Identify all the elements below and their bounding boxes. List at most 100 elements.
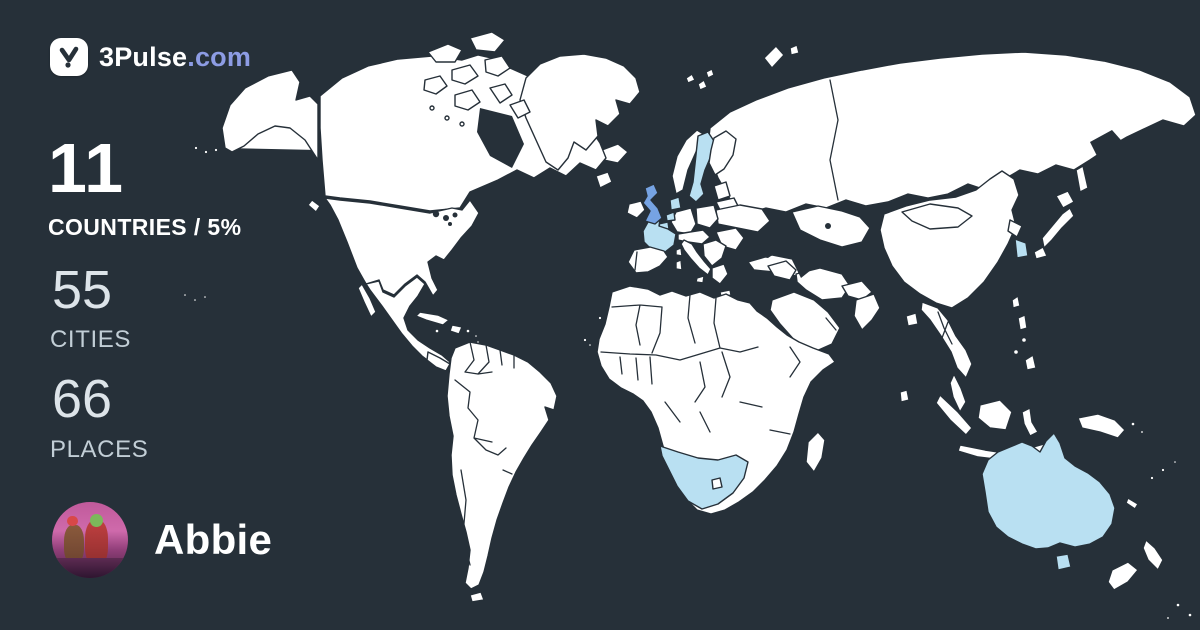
region-central-america — [426, 351, 451, 372]
avatar[interactable] — [52, 502, 128, 578]
landmass — [829, 79, 839, 201]
landmass — [937, 311, 953, 345]
landmass — [203, 149, 209, 155]
country-cuba — [415, 311, 450, 326]
country-denmark — [669, 196, 682, 211]
landmass — [825, 223, 831, 229]
region-tasmania — [1055, 553, 1072, 571]
south-america-mainland — [446, 341, 558, 590]
country-north-korea — [1007, 219, 1023, 238]
water-overlays — [432, 108, 1128, 278]
landmass — [587, 342, 593, 348]
avatar-figure-right — [85, 520, 109, 566]
landmass — [473, 333, 479, 339]
black-sea — [744, 243, 780, 258]
country-pakistan — [853, 293, 881, 331]
country-italy — [680, 239, 712, 276]
landmass — [454, 89, 481, 111]
landmass — [489, 83, 513, 104]
landmass — [949, 373, 967, 413]
logo[interactable]: 3Pulse.com — [50, 38, 251, 76]
landmass — [427, 43, 463, 63]
country-united-kingdom — [642, 183, 663, 225]
countries-count: 11 — [48, 129, 124, 207]
grinch-face-shape — [90, 514, 103, 528]
user-name: Abbie — [154, 516, 273, 563]
country-lesotho — [711, 477, 723, 490]
santa-hat-shape — [67, 515, 78, 527]
landmass — [432, 210, 440, 218]
landmass — [1175, 602, 1181, 608]
landmass — [221, 69, 319, 161]
landmass — [1012, 348, 1020, 356]
continent-africa — [582, 285, 836, 515]
country-madagascar — [805, 431, 826, 473]
continent-south-america — [446, 341, 558, 603]
hudson-bay — [477, 108, 524, 168]
country-china — [879, 170, 1020, 309]
country-iran — [795, 267, 851, 301]
places-label: PLACES — [50, 436, 149, 463]
avatar-figure-left — [64, 524, 84, 565]
landmass — [595, 171, 613, 189]
landmass — [705, 68, 715, 79]
landmass — [634, 251, 638, 271]
landmass — [675, 247, 683, 257]
landmass — [451, 64, 479, 85]
country-south-africa — [659, 445, 749, 510]
landmass — [307, 199, 321, 213]
country-ukraine — [715, 204, 771, 233]
landmass — [1020, 336, 1028, 344]
country-ireland — [626, 200, 646, 219]
landmass — [1165, 615, 1171, 621]
continent-europe — [601, 68, 771, 298]
landmass — [1075, 165, 1089, 193]
landmass — [443, 215, 449, 221]
landmass — [469, 591, 485, 603]
logo-brand: 3Pulse — [99, 41, 188, 72]
caspian-sea — [786, 228, 811, 278]
landmass — [202, 294, 208, 300]
continent-oceania — [981, 413, 1193, 621]
sea-of-okhotsk — [1090, 130, 1128, 172]
country-new-guinea — [1077, 413, 1126, 439]
country-greenland — [519, 53, 641, 171]
landmass — [484, 55, 511, 77]
landmass — [1172, 459, 1178, 465]
country-south-korea — [1014, 238, 1029, 259]
landmass — [713, 181, 731, 201]
country-iceland — [601, 143, 629, 164]
landmass — [935, 394, 973, 436]
landmass — [193, 145, 199, 151]
landmass — [192, 297, 198, 303]
landmass — [1107, 561, 1139, 591]
country-japan — [1055, 190, 1075, 209]
landmass — [444, 115, 450, 121]
country-mongolia — [901, 203, 973, 230]
landmass — [767, 260, 797, 281]
landmass — [905, 312, 919, 327]
country-kazakhstan — [791, 205, 871, 248]
landmass — [697, 79, 708, 91]
landmass — [454, 341, 515, 566]
landmass — [459, 121, 465, 127]
logo-badge — [50, 38, 88, 76]
country-australia — [981, 432, 1116, 550]
landmass — [434, 328, 440, 334]
country-russia — [707, 51, 1197, 215]
country-saudi-arabia — [769, 291, 841, 353]
landmass — [1139, 429, 1145, 435]
landmass — [675, 259, 683, 271]
region-arctic — [423, 31, 641, 171]
landmass — [429, 105, 435, 111]
country-new-zealand — [1142, 539, 1164, 571]
landmass — [449, 324, 463, 335]
landmass — [452, 212, 458, 218]
landmass — [357, 283, 377, 318]
country-france — [642, 218, 677, 253]
landmass — [182, 292, 188, 298]
landmass — [213, 147, 219, 153]
landmass — [465, 328, 471, 334]
